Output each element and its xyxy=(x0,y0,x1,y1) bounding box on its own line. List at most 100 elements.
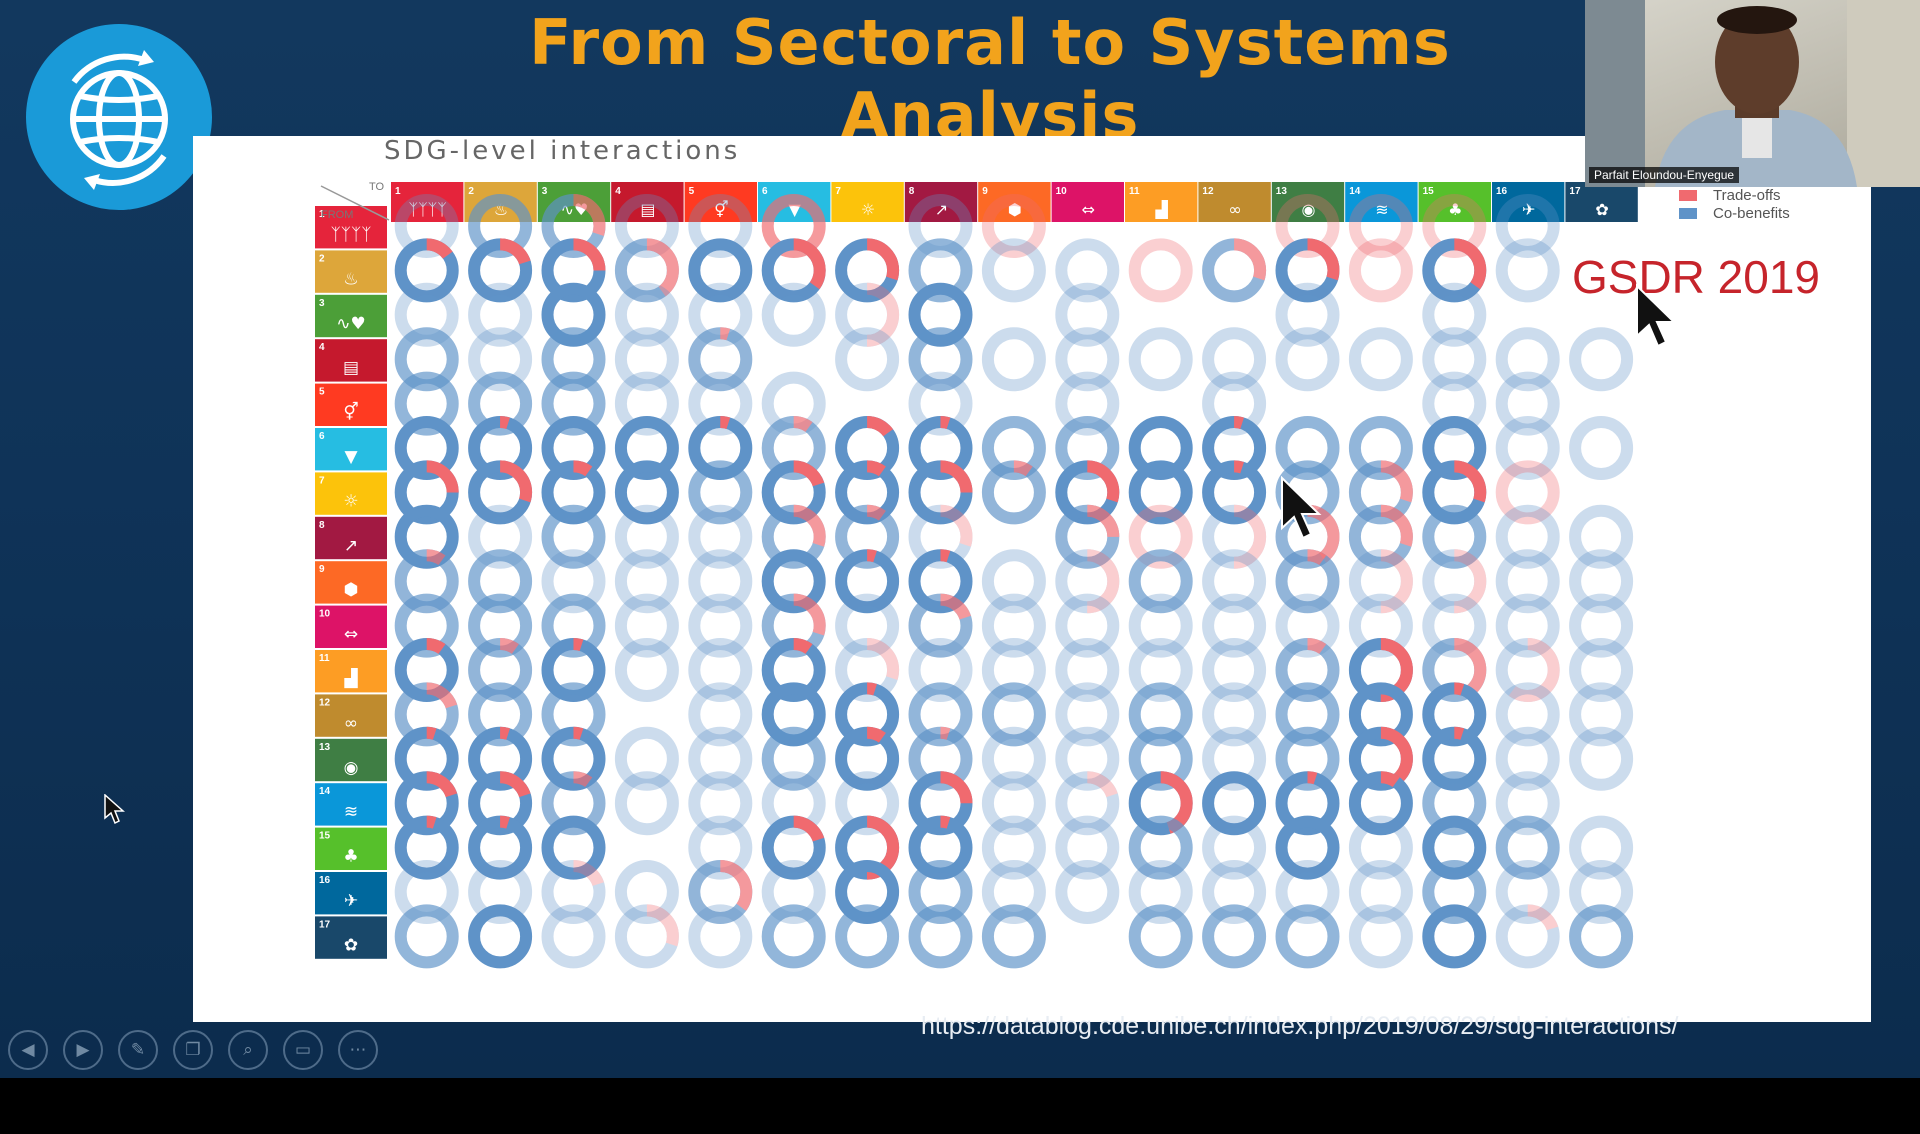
interaction-donut xyxy=(908,904,973,969)
sdg-icon: ▟ xyxy=(1155,200,1169,219)
interaction-donut xyxy=(761,771,826,836)
interaction-donut xyxy=(1128,460,1193,525)
interaction-donut xyxy=(1055,682,1120,747)
previous-slide-button[interactable]: ◀ xyxy=(8,1030,48,1070)
slide-title: From Sectoral to Systems Analysis xyxy=(529,6,1451,152)
sdg-column-header: 11 ▟ xyxy=(1125,182,1198,222)
interaction-donut xyxy=(1348,726,1413,791)
interaction-donut xyxy=(688,638,753,702)
interaction-donut xyxy=(1422,682,1487,747)
sdg-number: 15 xyxy=(1423,186,1435,197)
sdg-row-header: 12 ∞ xyxy=(315,694,387,737)
interaction-donut xyxy=(908,638,973,702)
interaction-donut xyxy=(1495,504,1560,569)
interaction-donut xyxy=(908,771,973,836)
interaction-donut xyxy=(1128,593,1193,658)
interaction-donut xyxy=(541,371,606,436)
interaction-donut xyxy=(1202,726,1267,791)
interaction-donut xyxy=(908,593,973,658)
legend-label: Trade-offs xyxy=(1713,186,1781,204)
interaction-donut xyxy=(835,416,900,480)
interaction-donut xyxy=(468,504,533,569)
interaction-donut xyxy=(908,860,973,924)
sdg-column-header: 17 ✿ xyxy=(1565,182,1638,222)
interaction-donut xyxy=(1569,860,1634,924)
interaction-donut xyxy=(908,416,973,480)
sdg-row-header: 9⬢ xyxy=(315,561,387,604)
more-options-button[interactable]: ⋯ xyxy=(338,1030,378,1070)
interaction-donut xyxy=(394,815,459,880)
interaction-donut xyxy=(614,549,679,614)
interaction-donut xyxy=(1348,416,1413,480)
chart-title: SDG-level interactions xyxy=(384,136,741,166)
interaction-donut xyxy=(1422,371,1487,436)
sdg-icon: ♨ xyxy=(343,269,358,289)
sdg-number: 17 xyxy=(1569,186,1581,197)
interaction-donut xyxy=(981,904,1046,969)
interaction-donut xyxy=(835,771,900,836)
sdg-icon: ᛉᛉᛉᛉ xyxy=(331,225,372,245)
interaction-donut xyxy=(1128,638,1193,702)
interaction-donut xyxy=(1202,593,1267,658)
interaction-donut xyxy=(1275,726,1340,791)
interaction-donut xyxy=(1055,416,1120,480)
sdg-row-header: 10 ⇔ xyxy=(315,605,387,648)
interaction-donut xyxy=(688,860,753,924)
sdg-icon: ◉ xyxy=(1302,200,1316,219)
sdg-icon: ♣ xyxy=(1448,200,1462,219)
sdg-number: 17 xyxy=(319,919,331,930)
speaker-silhouette-image xyxy=(1585,0,1920,187)
interaction-donut xyxy=(1202,682,1267,747)
interaction-donut xyxy=(981,549,1046,614)
sdg-column-header: 5⚥ xyxy=(684,182,757,222)
interaction-donut xyxy=(614,194,679,258)
interaction-donut xyxy=(1055,726,1120,791)
interaction-donut xyxy=(835,460,900,525)
interaction-donut xyxy=(1202,638,1267,702)
participant-video-feed: Parfait Eloundou-Enyegue xyxy=(1585,0,1920,187)
interaction-donut xyxy=(1275,860,1340,924)
next-slide-button[interactable]: ▶ xyxy=(63,1030,103,1070)
interaction-donut xyxy=(688,593,753,658)
sdg-icon: ✈ xyxy=(1522,200,1535,219)
zoom-button[interactable]: ⌕ xyxy=(228,1030,268,1070)
interaction-donut xyxy=(1055,504,1120,569)
sdg-number: 12 xyxy=(1202,186,1214,197)
interaction-donut xyxy=(835,904,900,969)
sdg-icon: ▟ xyxy=(343,667,358,689)
sdg-row-header: 17 ✿ xyxy=(315,916,387,959)
interaction-donut xyxy=(761,815,826,880)
interaction-donut xyxy=(614,904,679,969)
sdg-icon: ◉ xyxy=(344,758,359,778)
interaction-donut xyxy=(908,327,973,392)
interaction-donut xyxy=(468,860,533,924)
interaction-donut xyxy=(1275,815,1340,880)
interaction-donut xyxy=(1422,860,1487,924)
interaction-donut xyxy=(761,860,826,924)
source-url-link[interactable]: https://datablog.cde.unibe.ch/index.php/… xyxy=(921,1012,1679,1040)
interaction-donut xyxy=(761,682,826,747)
interaction-donut xyxy=(1275,771,1340,836)
interaction-donut xyxy=(394,638,459,702)
interaction-donut xyxy=(394,726,459,791)
sdg-column-header: 13 ◉ xyxy=(1271,182,1345,222)
see-all-slides-button[interactable]: ❐ xyxy=(173,1030,213,1070)
legend-item-co-benefits: Co-benefits xyxy=(1679,204,1790,222)
interaction-donut xyxy=(1128,815,1193,880)
interaction-donut xyxy=(761,726,826,791)
pen-tool-button[interactable]: ✎ xyxy=(118,1030,158,1070)
interaction-donut xyxy=(761,194,826,258)
interaction-donut xyxy=(1055,371,1120,436)
interaction-donut xyxy=(541,549,606,614)
sdg-icon: ≋ xyxy=(1375,200,1388,219)
subtitles-button[interactable]: ▭ xyxy=(283,1030,323,1070)
legend-swatch-trade-offs xyxy=(1679,189,1697,201)
sdg-column-header: 16 ✈ xyxy=(1492,182,1565,222)
interaction-donut xyxy=(1422,416,1487,480)
sdg-row-header: 2♨ xyxy=(315,250,387,293)
interaction-donut xyxy=(1202,460,1267,525)
interaction-donut xyxy=(835,504,900,569)
sdg-row-header: 15 ♣ xyxy=(315,827,387,870)
interaction-donut xyxy=(541,815,606,880)
sdg-icon: ᛉᛉᛉᛉ xyxy=(408,200,446,219)
